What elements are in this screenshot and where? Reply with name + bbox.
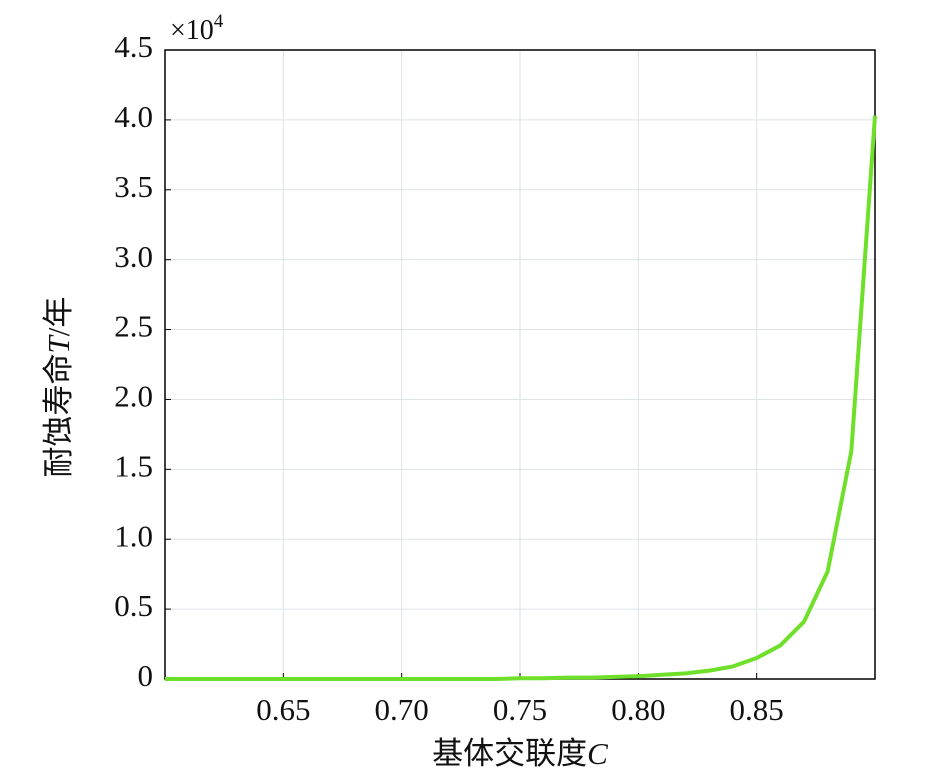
x-label-var: C xyxy=(587,736,608,771)
y-tick-label: 4.5 xyxy=(114,29,153,64)
y-label-text: 耐蚀寿命 xyxy=(41,353,76,477)
x-tick-label: 0.70 xyxy=(375,692,429,727)
multiplier-exponent: 4 xyxy=(214,11,224,32)
y-tick-label: 1.5 xyxy=(114,448,153,483)
y-tick-label: 0.5 xyxy=(114,588,153,623)
x-tick-label: 0.80 xyxy=(611,692,665,727)
y-axis-label: 耐蚀寿命T/年 xyxy=(41,297,76,478)
y-tick-label: 3.0 xyxy=(114,239,153,274)
x-tick-label: 0.65 xyxy=(256,692,310,727)
multiplier-base: ×10 xyxy=(170,15,214,46)
x-tick-label: 0.85 xyxy=(730,692,784,727)
y-label-unit: /年 xyxy=(41,297,76,337)
y-tick-label: 2.0 xyxy=(114,379,153,414)
y-tick-label: 3.5 xyxy=(114,169,153,204)
y-tick-label: 2.5 xyxy=(114,309,153,344)
y-multiplier: ×104 xyxy=(170,11,224,46)
data-line xyxy=(165,115,877,681)
x-tick-label: 0.75 xyxy=(493,692,547,727)
x-axis-label: 基体交联度C xyxy=(432,736,608,771)
y-tick-label: 1.0 xyxy=(114,518,153,553)
x-label-text: 基体交联度 xyxy=(432,736,587,771)
y-tick-label: 4.0 xyxy=(114,99,153,134)
y-tick-label: 0 xyxy=(138,658,154,693)
y-label-var: T xyxy=(41,333,76,353)
